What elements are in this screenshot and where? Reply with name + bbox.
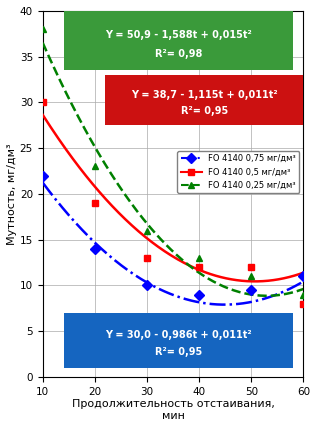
Text: R²= 0,95: R²= 0,95 (181, 106, 228, 116)
Bar (105, 75, 303, 125)
X-axis label: Продолжительность отстаивания,
мин: Продолжительность отстаивания, мин (72, 399, 275, 421)
Text: Y = 38,7 - 1,115t + 0,011t²: Y = 38,7 - 1,115t + 0,011t² (131, 90, 278, 100)
Text: Y = 30,0 - 0,986t + 0,011t²: Y = 30,0 - 0,986t + 0,011t² (105, 330, 252, 340)
Bar (63, 313, 293, 368)
Y-axis label: Мутность, мг/дм³: Мутность, мг/дм³ (7, 143, 17, 245)
Text: R²= 0,95: R²= 0,95 (155, 348, 202, 357)
Text: R²= 0,98: R²= 0,98 (155, 49, 202, 59)
Legend: FO 4140 0,75 мг/дм³, FO 4140 0,5 мг/дм³, FO 4140 0,25 мг/дм³: FO 4140 0,75 мг/дм³, FO 4140 0,5 мг/дм³,… (178, 151, 299, 193)
Text: Y = 50,9 - 1,588t + 0,015t²: Y = 50,9 - 1,588t + 0,015t² (105, 30, 252, 40)
Bar (63, 11, 293, 71)
